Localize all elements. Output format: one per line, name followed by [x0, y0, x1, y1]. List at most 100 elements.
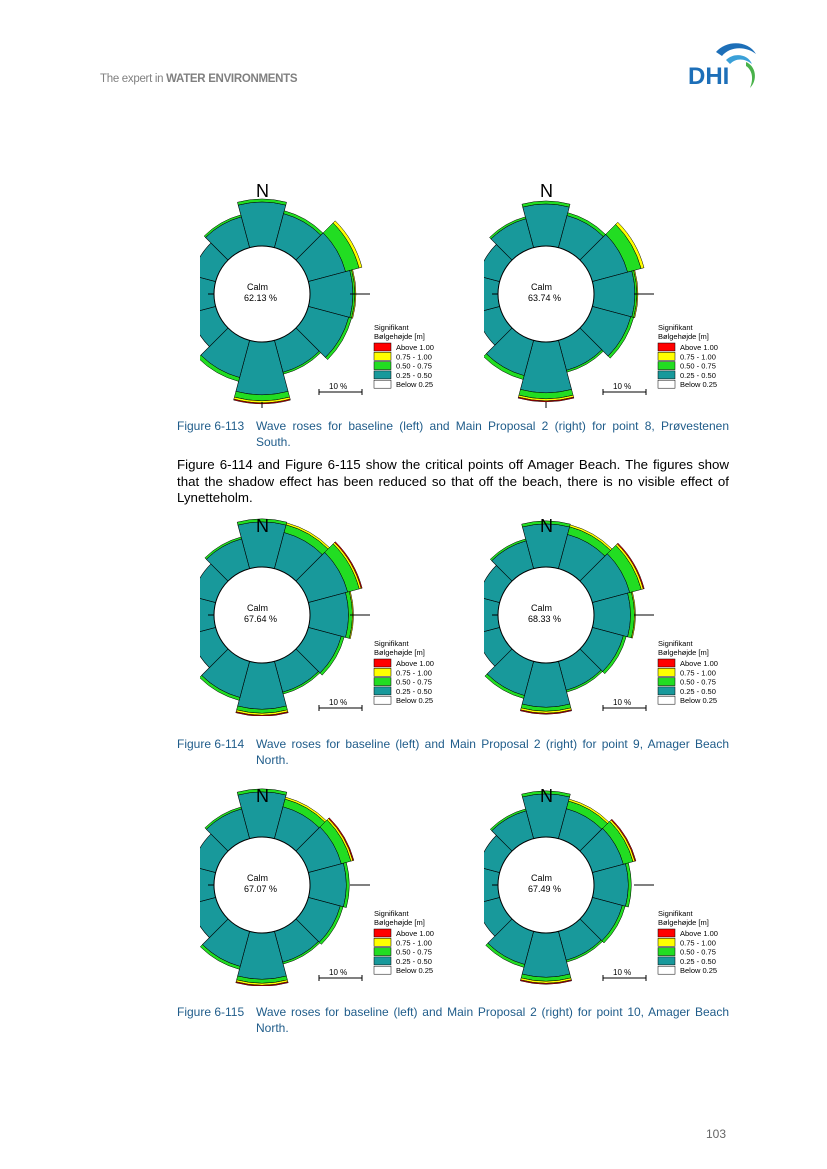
figure-caption: Figure 6-113 Wave roses for baseline (le… [177, 419, 729, 449]
scale-label: 10 % [613, 382, 631, 391]
legend-swatch [373, 370, 392, 380]
legend-swatch [373, 947, 392, 956]
figure-caption: Figure 6-115 Wave roses for baseline (le… [177, 1005, 729, 1035]
legend-label: 0.75 - 1.00 [680, 938, 716, 947]
calm-value: 67.64 % [244, 614, 277, 624]
legend-title: Bølgehøjde [m] [658, 332, 709, 341]
scale-label: 10 % [329, 698, 347, 707]
legend-swatch [373, 342, 392, 352]
rose-band [332, 220, 363, 269]
legend-label: Above 1.00 [680, 343, 718, 352]
legend-swatch [657, 668, 676, 677]
rose-band [236, 518, 288, 526]
legend-swatch [657, 947, 676, 956]
legend-label: Above 1.00 [396, 929, 434, 938]
legend-label: 0.75 - 1.00 [396, 668, 432, 677]
legend-label: 0.25 - 0.50 [680, 371, 716, 380]
legend-label: 0.75 - 1.00 [680, 668, 716, 677]
legend-title: Signifikant [658, 909, 694, 918]
calm-value: 67.49 % [528, 884, 561, 894]
rose-band [237, 198, 287, 206]
north-label: N [256, 786, 269, 806]
legend-label: 0.50 - 0.75 [680, 948, 716, 957]
rose-band [610, 818, 637, 862]
legend-label: 0.25 - 0.50 [680, 687, 716, 696]
dhi-logo: DHI [688, 43, 756, 90]
legend-label: Below 0.25 [680, 380, 717, 389]
header-tagline: The expert in WATER ENVIRONMENTS [100, 73, 298, 85]
legend-swatch [657, 928, 676, 938]
legend-swatch [657, 695, 676, 705]
legend-label: Below 0.25 [680, 696, 717, 705]
rose-band [631, 591, 636, 639]
legend-label: 0.50 - 0.75 [396, 948, 432, 957]
rose-band [602, 635, 627, 675]
calm-value: 67.07 % [244, 884, 277, 894]
legend-label: 0.75 - 1.00 [396, 352, 432, 361]
rose-band [203, 214, 242, 238]
legend-label: Above 1.00 [680, 659, 718, 668]
legend-title: Bølgehøjde [m] [658, 918, 709, 927]
legend-swatch [373, 695, 392, 705]
rose-band [343, 862, 350, 908]
legend-title: Bølgehøjde [m] [374, 648, 425, 657]
rose-band [235, 711, 289, 716]
legend-swatch [373, 928, 392, 938]
rose-band [521, 200, 571, 208]
legend-swatch [373, 379, 392, 389]
rose-band [625, 862, 632, 908]
rose-band [601, 905, 626, 944]
rose-band [200, 944, 241, 970]
rose-band [236, 788, 288, 796]
rose-band [318, 905, 344, 945]
north-label: N [256, 181, 269, 201]
legend-swatch [657, 379, 676, 389]
legend-title: Signifikant [658, 639, 694, 648]
legend-swatch [657, 965, 676, 975]
north-label: N [540, 516, 553, 536]
legend-swatch [373, 361, 392, 370]
legend-swatch [373, 668, 392, 677]
legend-title: Signifikant [658, 323, 694, 332]
legend-swatch [657, 686, 676, 696]
legend-swatch [373, 658, 392, 668]
legend-swatch [657, 370, 676, 380]
calm-label: Calm [247, 873, 268, 883]
legend-swatch [373, 686, 392, 696]
legend-label: 0.50 - 0.75 [680, 362, 716, 371]
rose-band [616, 542, 645, 590]
rose-band [204, 806, 242, 830]
legend-label: Below 0.25 [396, 696, 433, 705]
calm-value: 63.74 % [528, 293, 561, 303]
rose-band [484, 673, 525, 699]
calm-label: Calm [247, 603, 268, 613]
legend-title: Bølgehøjde [m] [374, 332, 425, 341]
legend-label: Below 0.25 [396, 380, 433, 389]
rose-band [233, 398, 291, 404]
north-label: N [256, 516, 269, 536]
rose-band [489, 216, 527, 240]
rose-band [328, 817, 355, 861]
legend-swatch [373, 965, 392, 975]
legend-label: 0.75 - 1.00 [680, 352, 716, 361]
svg-text:DHI: DHI [688, 63, 729, 90]
legend-label: 0.25 - 0.50 [396, 371, 432, 380]
rose-band [200, 354, 240, 382]
legend-swatch [657, 361, 676, 370]
legend-swatch [373, 938, 392, 947]
north-label: N [540, 181, 553, 201]
legend-label: Above 1.00 [680, 929, 718, 938]
scale-label: 10 % [613, 698, 631, 707]
legend-swatch [657, 677, 676, 686]
legend-swatch [373, 956, 392, 966]
rose-band [235, 981, 289, 986]
rose-band [334, 541, 363, 589]
rose-band [204, 536, 242, 560]
scale-label: 10 % [613, 968, 631, 977]
rose-band [517, 396, 575, 402]
calm-label: Calm [531, 282, 552, 292]
